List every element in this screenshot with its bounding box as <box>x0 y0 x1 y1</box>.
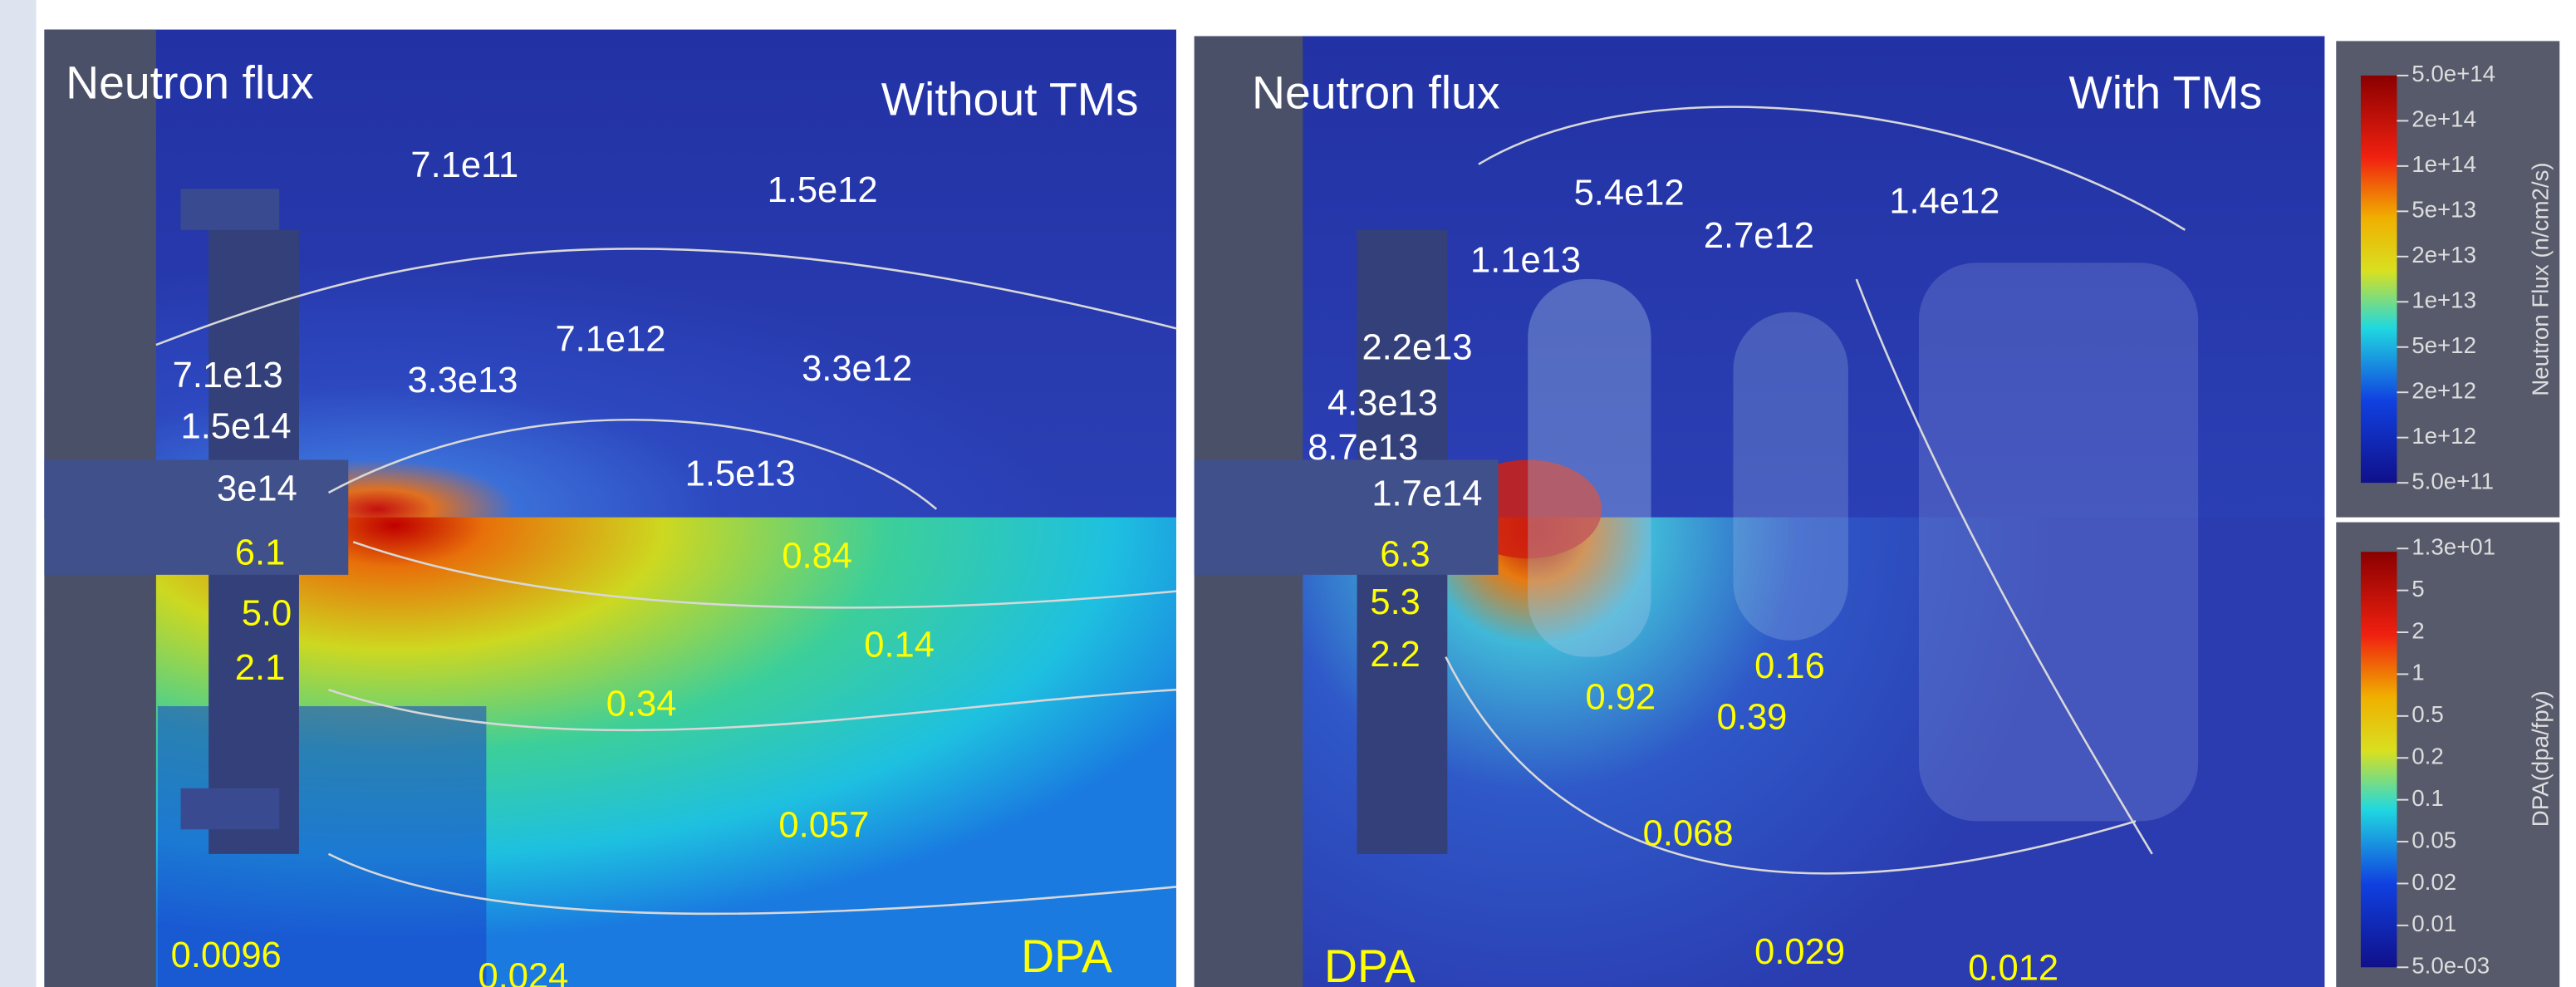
colorbar-tick-label: 0.05 <box>2412 827 2456 852</box>
contour-label: 6.1 <box>235 533 285 573</box>
colorbar-tick-label: 5e+12 <box>2412 332 2476 358</box>
contour-label: 0.057 <box>778 806 869 846</box>
contour-label: 2.2 <box>1370 635 1420 675</box>
dpa-colorbar <box>2361 552 2397 967</box>
panel-label: DPA <box>1021 931 1112 982</box>
contour-label: 2.7e12 <box>1704 216 1814 256</box>
contour-label: 2.1 <box>235 648 285 688</box>
colorbar-tick-label: 5.0e+14 <box>2412 61 2495 86</box>
beam-tube <box>44 459 348 574</box>
colorbar-tick-label: 5e+13 <box>2412 197 2476 223</box>
contour-label: 1.7e14 <box>1371 474 1482 513</box>
contour-label: 0.16 <box>1754 646 1825 686</box>
contour-label: 7.1e12 <box>555 320 665 360</box>
contour-label: 5.4e12 <box>1574 174 1685 214</box>
contour-label: 7.1e11 <box>410 145 518 185</box>
panel-label: Neutron flux <box>66 57 314 109</box>
panel-label: DPA <box>1324 940 1416 987</box>
colorbar-tick-label: 5.0e-03 <box>2412 953 2490 979</box>
contour-label: 2.2e13 <box>1362 328 1472 368</box>
colorbar-tick-label: 1.3e+01 <box>2412 534 2495 560</box>
contour-label: 1.1e13 <box>1470 241 1581 281</box>
contour-label: 0.024 <box>478 957 569 987</box>
contour-label: 5.3 <box>1370 582 1420 622</box>
colorbar-tick-label: 5 <box>2412 576 2424 602</box>
flange <box>181 189 280 229</box>
contour-label: 0.068 <box>1643 814 1734 854</box>
colorbar-tick-label: 2e+12 <box>2412 378 2476 404</box>
right-panel <box>1195 36 2325 987</box>
contour-label: 0.34 <box>606 684 677 724</box>
panel-condition: Without TMs <box>881 73 1139 125</box>
target-module <box>1919 263 2198 821</box>
colorbar-tick-label: 1e+14 <box>2412 151 2476 177</box>
contour-label: 3.3e13 <box>407 361 518 400</box>
contour-label: 3e14 <box>217 469 297 509</box>
colorbar-title: Neutron Flux (n/cm2/s) <box>2527 162 2553 395</box>
colorbar-tick-label: 0.01 <box>2412 911 2456 936</box>
contour-label: 4.3e13 <box>1327 384 1438 424</box>
colorbar-tick-label: 2e+14 <box>2412 106 2476 132</box>
colorbar-tick-label: 1 <box>2412 660 2424 685</box>
colorbar-tick-label: 5.0e+11 <box>2412 468 2494 494</box>
contour-label: 0.029 <box>1754 932 1845 972</box>
contour-label: 1.5e13 <box>685 454 796 494</box>
colorbar-title: DPA(dpa/fpy) <box>2527 690 2553 827</box>
colorbar-tick-label: 1e+12 <box>2412 423 2476 449</box>
contour-label: 7.1e13 <box>173 356 283 395</box>
colorbar-tick-label: 0.5 <box>2412 701 2443 727</box>
contour-label: 0.84 <box>782 537 852 577</box>
colorbar-tick-label: 2 <box>2412 617 2424 643</box>
contour-label: 0.0096 <box>171 935 282 975</box>
contour-label: 8.7e13 <box>1308 428 1418 468</box>
panel-condition: With TMs <box>2068 66 2262 118</box>
colorbar-tick-label: 0.1 <box>2412 785 2443 811</box>
contour-label: 6.3 <box>1380 535 1430 575</box>
contour-label: 0.14 <box>864 625 935 665</box>
left-panel <box>44 30 1176 987</box>
contour-label: 0.92 <box>1585 678 1656 718</box>
colorbar-tick-label: 2e+13 <box>2412 242 2476 268</box>
colorbar-tick-label: 0.2 <box>2412 744 2443 769</box>
flux-colorbar <box>2361 76 2397 483</box>
figure: Neutron Flux (n/cm2/s) DPA(dpa/fpy) Neut… <box>0 0 2576 987</box>
colorbar-tick-label: 0.02 <box>2412 869 2456 895</box>
contour-label: 0.012 <box>1968 949 2058 987</box>
flange <box>181 788 280 829</box>
contour-label: 3.3e12 <box>802 349 912 389</box>
colorbar-tick-label: 1e+13 <box>2412 287 2476 313</box>
page: Neutron Flux (n/cm2/s) DPA(dpa/fpy) Neut… <box>0 0 2576 987</box>
page-margin <box>0 0 37 987</box>
panel-label: Neutron flux <box>1252 66 1500 118</box>
contour-label: 1.5e12 <box>768 170 878 210</box>
contour-label: 0.39 <box>1717 697 1788 737</box>
contour-label: 1.5e14 <box>181 406 292 446</box>
target-module <box>1528 279 1651 657</box>
target-module <box>1733 312 1847 641</box>
contour-label: 5.0 <box>242 594 292 634</box>
contour-label: 1.4e12 <box>1889 182 1999 222</box>
